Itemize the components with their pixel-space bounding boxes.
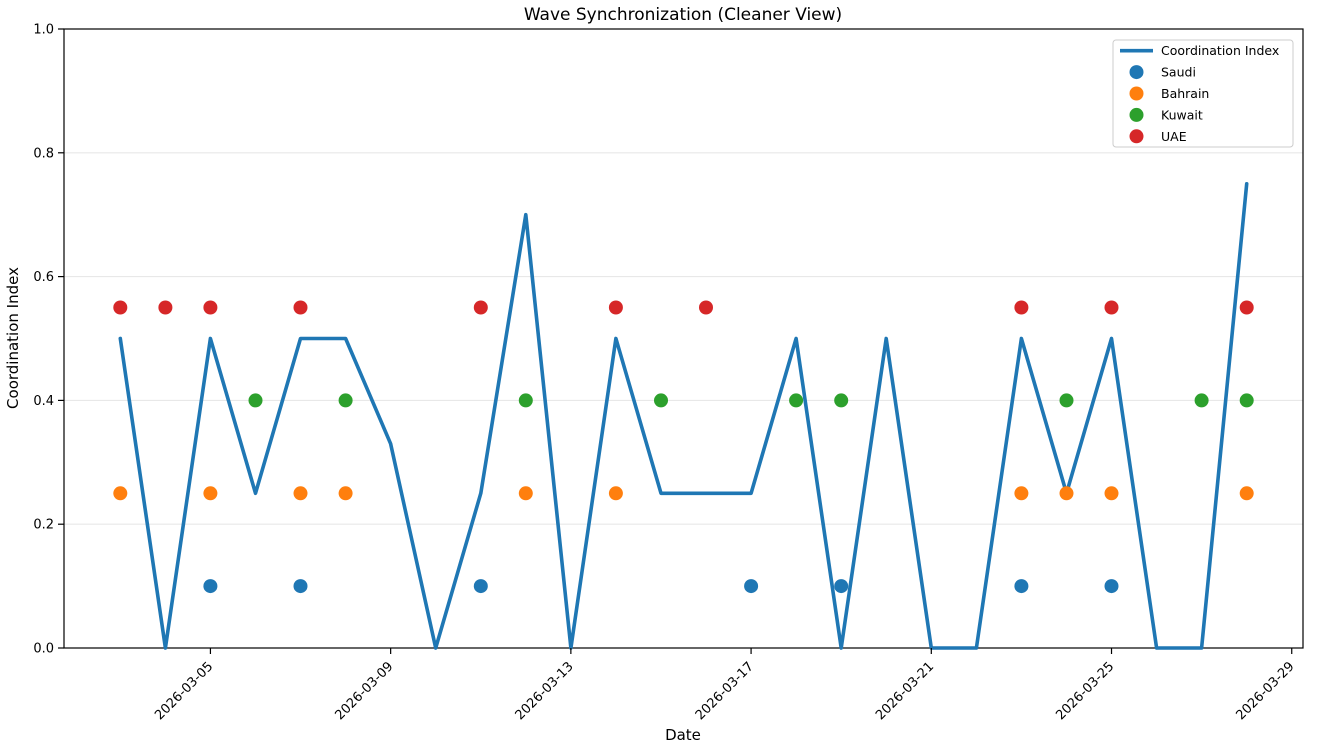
x-tick-label: 2026-03-09 <box>332 659 396 723</box>
bahrain-point <box>1104 486 1119 501</box>
saudi-point <box>293 579 308 594</box>
kuwait-point <box>1194 393 1209 408</box>
y-axis-label: Coordination Index <box>4 267 22 409</box>
legend-dot-saudi <box>1129 65 1144 80</box>
saudi-point <box>203 579 218 594</box>
bahrain-point <box>1059 486 1074 501</box>
legend-box <box>1112 39 1294 148</box>
bahrain-point <box>518 486 533 501</box>
uae-point <box>473 300 488 315</box>
y-tick-label: 0.8 <box>33 146 54 161</box>
bahrain-point <box>338 486 353 501</box>
uae-point <box>699 300 713 315</box>
chart-title: Wave Synchronization (Cleaner View) <box>524 5 842 25</box>
legend-dot-bahrain <box>1129 86 1144 101</box>
y-tick-label: 1.0 <box>33 23 54 38</box>
x-tick-label: 2026-03-29 <box>1234 659 1298 723</box>
bahrain-point <box>1014 486 1029 501</box>
kuwait-point <box>248 393 263 408</box>
kuwait-point <box>1239 393 1254 408</box>
y-tick-label: 0.4 <box>33 394 54 409</box>
uae-point <box>158 300 173 315</box>
x-axis-label: Date <box>665 726 701 744</box>
uae-point <box>1239 300 1254 315</box>
uae-point <box>113 300 128 315</box>
grid-layer <box>64 152 1303 525</box>
uae-point <box>1014 300 1029 315</box>
legend-dot-kuwait <box>1129 107 1144 122</box>
legend-label: UAE <box>1161 129 1187 144</box>
kuwait-point <box>518 393 533 408</box>
bahrain-point <box>113 486 128 501</box>
axes-ticks: 0.0 0.2 0.4 0.6 0.8 1.0 2026-03-05 2026-03-09 20… <box>33 23 1297 724</box>
uae-point <box>608 300 623 315</box>
bahrain-point <box>608 486 623 501</box>
x-tick-label: 2026-03-05 <box>152 659 216 723</box>
kuwait-point <box>834 393 849 408</box>
bahrain-point <box>1239 486 1254 501</box>
x-tick-label: 2026-03-21 <box>873 659 937 723</box>
x-tick-label: 2026-03-13 <box>513 659 577 723</box>
uae-point <box>1104 300 1119 315</box>
uae-point <box>293 300 308 315</box>
kuwait-point <box>654 393 668 408</box>
y-tick-label: 0.6 <box>33 270 54 285</box>
kuwait-point <box>1059 393 1074 408</box>
y-tick-label: 0.0 <box>33 642 54 657</box>
legend-label: Bahrain <box>1161 86 1209 101</box>
y-tick-label: 0.2 <box>33 518 54 533</box>
saudi-point <box>473 579 488 594</box>
data-layer <box>113 182 1254 650</box>
x-tick-label: 2026-03-17 <box>693 659 757 723</box>
legend-label: Saudi <box>1161 65 1196 80</box>
legend: Coordination Index Saudi Bahrain Kuwait UAE <box>1112 39 1294 148</box>
saudi-point <box>834 579 849 594</box>
x-tick-label: 2026-03-25 <box>1053 659 1117 723</box>
legend-dot-uae <box>1129 129 1144 144</box>
saudi-point <box>1104 579 1119 594</box>
legend-label: Kuwait <box>1161 107 1203 122</box>
kuwait-point <box>789 393 804 408</box>
plot-border <box>63 28 1304 649</box>
uae-point <box>203 300 218 315</box>
saudi-point <box>744 579 759 594</box>
saudi-point <box>1014 579 1029 594</box>
coordination-index-line <box>118 182 1249 650</box>
bahrain-point <box>293 486 308 501</box>
legend-label: Coordination Index <box>1161 43 1279 58</box>
kuwait-point <box>338 393 353 408</box>
bahrain-point <box>203 486 218 501</box>
